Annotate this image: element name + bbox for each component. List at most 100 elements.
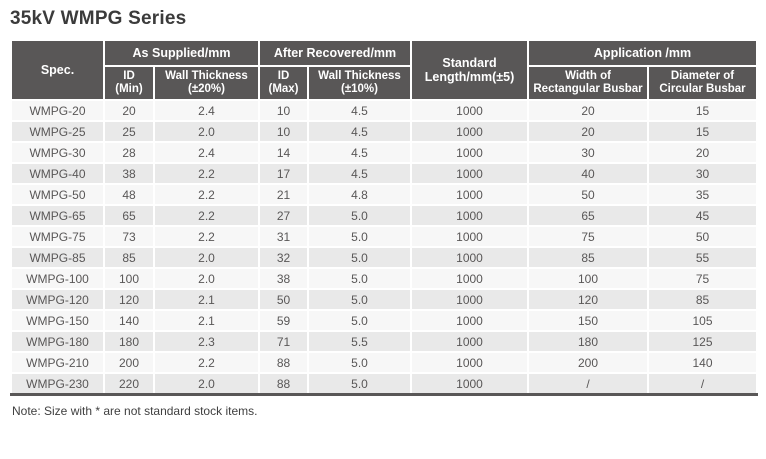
id_min-cell: 28 [103, 141, 155, 164]
header-line: ID [123, 70, 135, 82]
table-row: WMPG-210 200 2.2 88 5.0 1000 200 140 [10, 351, 759, 374]
id_max-cell: 59 [258, 309, 309, 332]
wall_thickness_10pct-cell: 5.0 [306, 246, 413, 269]
standard_length-cell: 1000 [410, 204, 530, 227]
diameter_circular_busbar-cell: 45 [647, 204, 759, 227]
wall_thickness_10pct-cell: 4.8 [306, 183, 413, 206]
page-title: 35kV WMPG Series [10, 8, 187, 29]
diameter_circular_busbar-cell: 55 [647, 246, 759, 269]
header-line: Wall Thickness [165, 70, 248, 82]
id_min-cell: 25 [103, 120, 155, 143]
id_min-cell: 120 [103, 288, 155, 311]
table-row: WMPG-75 73 2.2 31 5.0 1000 75 50 [10, 225, 759, 248]
standard_length-cell: 1000 [410, 225, 530, 248]
id_min-cell: 220 [103, 372, 155, 396]
header-line: (Min) [115, 83, 143, 95]
id_min-cell: 38 [103, 162, 155, 185]
header-line: Rectangular Busbar [533, 83, 643, 95]
table-row: WMPG-100 100 2.0 38 5.0 1000 100 75 [10, 267, 759, 290]
id_min-cell: 20 [103, 99, 155, 122]
page: 35kV WMPG Series Spec. As Supplied/mm Af… [10, 8, 759, 418]
diameter_circular_busbar-cell: 140 [647, 351, 759, 374]
wall_thickness_10pct-cell: 5.0 [306, 372, 413, 396]
wall_thickness_10pct-cell: 4.5 [306, 120, 413, 143]
col-header-standard-length: Standard Length/mm(±5) [410, 39, 530, 101]
table-row: WMPG-30 28 2.4 14 4.5 1000 30 20 [10, 141, 759, 164]
col-header-id-max: ID (Max) [258, 65, 309, 101]
id_max-cell: 88 [258, 372, 309, 396]
id_min-cell: 180 [103, 330, 155, 353]
width_rectangular_busbar-cell: 85 [527, 246, 650, 269]
id_min-cell: 100 [103, 267, 155, 290]
header-line: Wall Thickness [318, 70, 401, 82]
id_min-cell: 200 [103, 351, 155, 374]
spec-cell: WMPG-20 [10, 99, 105, 122]
diameter_circular_busbar-cell: 125 [647, 330, 759, 353]
spec-table: Spec. As Supplied/mm After Recovered/mm … [10, 39, 759, 396]
wall_thickness_10pct-cell: 5.5 [306, 330, 413, 353]
spec-cell: WMPG-85 [10, 246, 105, 269]
id_min-cell: 48 [103, 183, 155, 206]
col-group-application: Application /mm [527, 39, 759, 67]
wall_thickness_20pct-cell: 2.2 [153, 351, 260, 374]
wall_thickness_20pct-cell: 2.2 [153, 183, 260, 206]
header-line: (±20%) [188, 83, 225, 95]
wall_thickness_10pct-cell: 5.0 [306, 351, 413, 374]
wall_thickness_20pct-cell: 2.1 [153, 288, 260, 311]
table-row: WMPG-65 65 2.2 27 5.0 1000 65 45 [10, 204, 759, 227]
wall_thickness_20pct-cell: 2.0 [153, 246, 260, 269]
diameter_circular_busbar-cell: 20 [647, 141, 759, 164]
spec-cell: WMPG-40 [10, 162, 105, 185]
wall_thickness_20pct-cell: 2.0 [153, 267, 260, 290]
width_rectangular_busbar-cell: 150 [527, 309, 650, 332]
diameter_circular_busbar-cell: 75 [647, 267, 759, 290]
wall_thickness_20pct-cell: 2.3 [153, 330, 260, 353]
id_min-cell: 73 [103, 225, 155, 248]
spec-cell: WMPG-25 [10, 120, 105, 143]
width_rectangular_busbar-cell: 50 [527, 183, 650, 206]
table-row: WMPG-230 220 2.0 88 5.0 1000// [10, 372, 759, 396]
col-header-diameter-circular-busbar: Diameter of Circular Busbar [647, 65, 759, 101]
width_rectangular_busbar-cell: 100 [527, 267, 650, 290]
table-header: Spec. As Supplied/mm After Recovered/mm … [10, 39, 759, 101]
standard_length-cell: 1000 [410, 351, 530, 374]
wall_thickness_20pct-cell: 2.2 [153, 225, 260, 248]
width_rectangular_busbar-cell: 20 [527, 120, 650, 143]
diameter_circular_busbar-cell: 35 [647, 183, 759, 206]
standard_length-cell: 1000 [410, 246, 530, 269]
width_rectangular_busbar-cell: / [527, 372, 650, 396]
wall_thickness_10pct-cell: 5.0 [306, 204, 413, 227]
wall_thickness_10pct-cell: 5.0 [306, 267, 413, 290]
standard_length-cell: 1000 [410, 288, 530, 311]
wall_thickness_10pct-cell: 5.0 [306, 309, 413, 332]
table-row: WMPG-25 25 2.0 10 4.5 1000 20 15 [10, 120, 759, 143]
table-row: WMPG-150 140 2.1 59 5.0 1000 150 105 [10, 309, 759, 332]
standard_length-cell: 1000 [410, 372, 530, 396]
col-header-wall-thickness-20: Wall Thickness (±20%) [153, 65, 260, 101]
table-row: WMPG-20 20 2.4 10 4.5 1000 20 15 [10, 99, 759, 122]
width_rectangular_busbar-cell: 120 [527, 288, 650, 311]
col-header-id-min: ID (Min) [103, 65, 155, 101]
table-body: WMPG-20 20 2.4 10 4.5 1000 20 15 WMPG-25 25 2.0 10 4… [10, 99, 759, 396]
standard_length-cell: 1000 [410, 267, 530, 290]
width_rectangular_busbar-cell: 75 [527, 225, 650, 248]
id_max-cell: 21 [258, 183, 309, 206]
header-line: Length/mm(±5) [424, 70, 515, 84]
header-line: Standard [442, 56, 497, 70]
width_rectangular_busbar-cell: 30 [527, 141, 650, 164]
spec-cell: WMPG-230 [10, 372, 105, 396]
header-line: ID [277, 70, 290, 82]
width_rectangular_busbar-cell: 180 [527, 330, 650, 353]
spec-cell: WMPG-30 [10, 141, 105, 164]
standard_length-cell: 1000 [410, 120, 530, 143]
col-group-as-supplied: As Supplied/mm [103, 39, 260, 67]
col-header-spec: Spec. [10, 39, 105, 101]
spec-cell: WMPG-65 [10, 204, 105, 227]
diameter_circular_busbar-cell: 85 [647, 288, 759, 311]
diameter_circular_busbar-cell: / [647, 372, 759, 396]
header-line: (Max) [268, 83, 299, 95]
footnote: Note: Size with * are not standard stock… [12, 404, 258, 418]
col-header-wall-thickness-10: Wall Thickness (±10%) [306, 65, 413, 101]
id_min-cell: 65 [103, 204, 155, 227]
standard_length-cell: 1000 [410, 309, 530, 332]
